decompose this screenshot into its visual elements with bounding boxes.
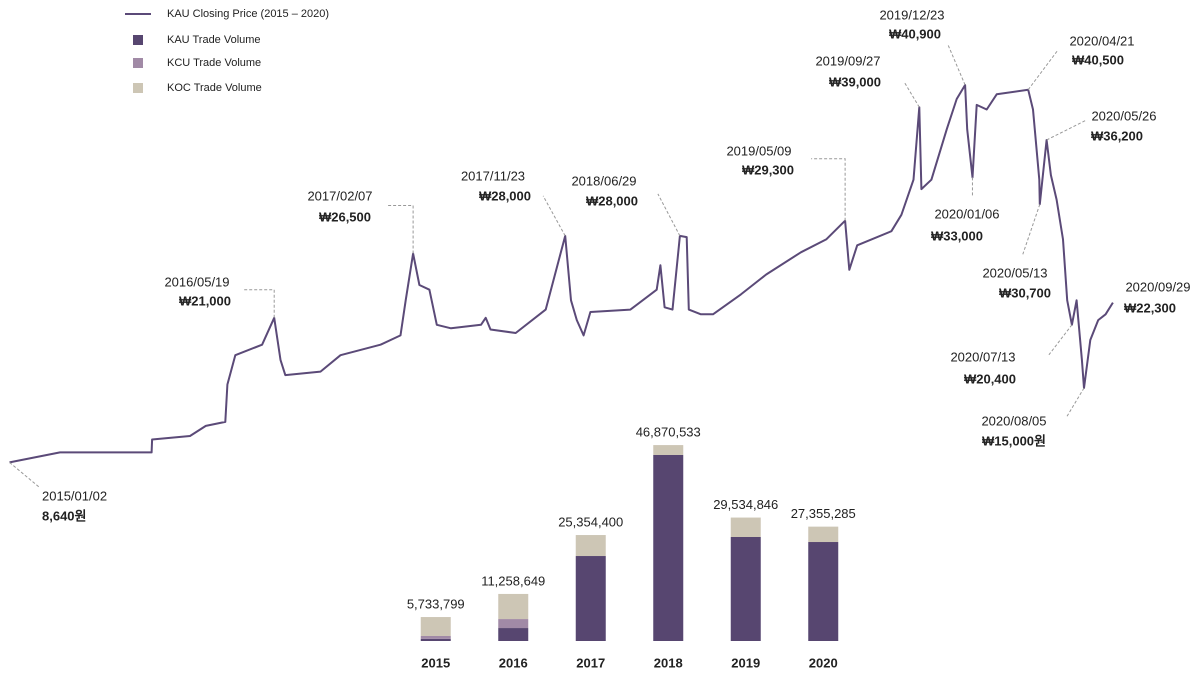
bar-segment [653,454,684,641]
bar-segment [498,619,529,629]
leader-line [388,204,414,254]
value-label: ₩28,000 [586,193,638,208]
bar-segment [498,593,529,620]
leader-line [9,462,40,488]
date-label: 2020/05/13 [982,265,1047,280]
bar-segment [420,635,451,639]
value-label: ₩26,500 [319,209,371,224]
price-line [9,84,1114,464]
bar-segment [420,638,451,641]
x-tick-label: 2015 [421,655,450,670]
legend-label: KCU Trade Volume [167,57,261,69]
bar-segment [653,445,684,455]
leader-line [657,193,681,237]
value-label: ₩22,300 [1124,300,1176,315]
total-label: 11,258,649 [481,573,545,588]
date-label: 2019/12/23 [879,7,944,22]
legend-swatch [133,35,143,45]
value-label: ₩29,300 [742,162,794,177]
leader-line [244,289,275,318]
legend-label: KAU Closing Price (2015 – 2020) [167,8,329,20]
date-label: 2020/01/06 [934,206,999,221]
leader-line [811,158,846,221]
total-label: 5,733,799 [407,596,465,611]
legend-swatch [133,58,143,68]
bar-segment [420,617,451,636]
bar-segment [808,542,839,641]
bar-segment [498,628,529,641]
bar-segment [730,537,761,641]
x-tick-label: 2016 [499,655,528,670]
date-label: 2020/04/21 [1069,33,1134,48]
value-label: ₩30,700 [999,285,1051,300]
date-label: 2020/09/29 [1125,279,1190,294]
total-label: 46,870,533 [636,425,701,440]
leader-line [542,195,566,237]
date-label: 2020/08/05 [981,413,1046,428]
leader-line [1027,49,1059,90]
total-label: 29,534,846 [713,497,778,512]
bar-segment [575,535,606,557]
date-label: 2020/05/26 [1091,108,1156,123]
bar-segment [575,556,606,641]
date-label: 2019/09/27 [815,53,880,68]
value-label: ₩39,000 [829,74,881,89]
value-label: ₩40,900 [889,26,941,41]
leader-line [1046,119,1087,141]
date-label: 2017/11/23 [461,168,525,183]
date-label: 2018/06/29 [571,173,636,188]
leader-line [947,44,966,86]
x-tick-label: 2017 [576,655,605,670]
date-label: 2019/05/09 [726,143,791,158]
value-label: ₩40,500 [1072,52,1124,67]
value-label: ₩36,200 [1091,128,1143,143]
x-tick-label: 2020 [809,655,838,670]
value-label: ₩28,000 [479,188,531,203]
x-tick-label: 2018 [654,655,683,670]
value-label: ₩15,000원 [982,433,1046,448]
value-label: ₩21,000 [179,293,231,308]
date-label: 2020/07/13 [950,349,1015,364]
legend-swatch [133,83,143,93]
value-label: 8,640원 [42,508,87,523]
leader-line [903,81,920,108]
date-label: 2015/01/02 [42,488,107,503]
value-label: ₩20,400 [964,371,1016,386]
leader-line [1022,204,1041,255]
value-label: ₩33,000 [931,228,983,243]
leader-line [1048,324,1073,356]
legend-label: KOC Trade Volume [167,82,262,94]
total-label: 27,355,285 [791,506,856,521]
date-label: 2016/05/19 [164,274,229,289]
bar-segment [730,517,761,538]
leader-line [1065,387,1085,419]
bar-segment [808,526,839,543]
date-label: 2017/02/07 [307,188,372,203]
total-label: 25,354,400 [558,514,623,529]
x-tick-label: 2019 [731,655,760,670]
legend-label: KAU Trade Volume [167,34,261,46]
